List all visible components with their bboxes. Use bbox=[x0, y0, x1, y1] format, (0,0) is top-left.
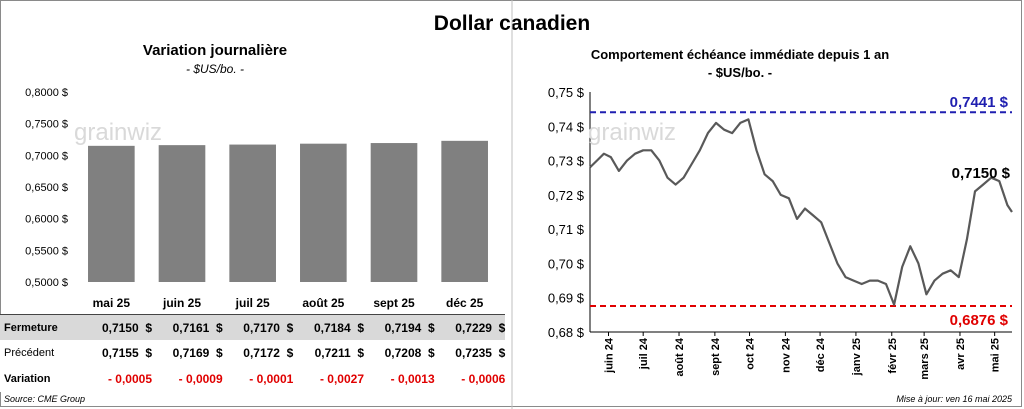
table-row: Fermeture 0,7150 $ 0,7161 $ 0,7170 $ 0,7184 … bbox=[0, 314, 505, 342]
left-watermark: grainwiz bbox=[74, 119, 162, 146]
table-cell: 0,7150 $ bbox=[101, 321, 152, 335]
table-row: Variation - 0,0005 - 0,0009 - 0,0001 - 0,002… bbox=[0, 366, 505, 392]
left-y-tick-label: 0,8000 $ bbox=[25, 87, 68, 99]
right-chart-subtitle: - $US/bo. - bbox=[707, 65, 773, 80]
last-value-label: 0,7150 $ bbox=[952, 165, 1011, 182]
right-y-tick-label: 0,74 $ bbox=[548, 119, 585, 134]
right-x-tick-label: févr 25 bbox=[887, 338, 899, 373]
left-x-tick-label: août 25 bbox=[302, 296, 344, 310]
right-y-tick-label: 0,71 $ bbox=[548, 222, 585, 237]
source-note: Source: CME Group bbox=[4, 394, 86, 404]
right-x-tick-label: avr 25 bbox=[955, 338, 967, 370]
left-y-tick-label: 0,7500 $ bbox=[25, 119, 68, 131]
left-chart-subtitle: - $US/bo. - bbox=[185, 62, 245, 76]
left-chart-title: Variation journalière bbox=[142, 42, 288, 59]
table-cell: 0,7194 $ bbox=[384, 321, 435, 335]
right-y-tick-label: 0,72 $ bbox=[548, 188, 585, 203]
left-x-tick-label: sept 25 bbox=[373, 296, 415, 310]
table-cell: - 0,0006 bbox=[461, 372, 506, 386]
left-x-tick-label: mai 25 bbox=[93, 296, 131, 310]
low-label: 0,6876 $ bbox=[950, 312, 1009, 329]
left-y-tick-label: 0,7000 $ bbox=[25, 150, 68, 162]
right-y-tick-label: 0,68 $ bbox=[548, 325, 585, 340]
left-x-tick-label: juil 25 bbox=[235, 296, 270, 310]
right-y-tick-label: 0,70 $ bbox=[548, 256, 585, 271]
table-cell: 0,7155 $ bbox=[101, 346, 152, 360]
right-x-tick-label: mai 25 bbox=[990, 338, 1002, 372]
left-y-tick-label: 0,6000 $ bbox=[25, 214, 68, 226]
table-cell: 0,7208 $ bbox=[384, 346, 435, 360]
table-cell: 0,7184 $ bbox=[313, 321, 364, 335]
bar bbox=[370, 143, 418, 282]
bar bbox=[229, 144, 276, 282]
table-cell: 0,7169 $ bbox=[172, 346, 223, 360]
right-watermark: grainwiz bbox=[588, 119, 676, 146]
table-cell: 0,7211 $ bbox=[314, 346, 364, 360]
right-x-tick-label: août 24 bbox=[674, 337, 686, 376]
row-label: Fermeture bbox=[4, 322, 58, 334]
right-x-tick-label: juin 24 bbox=[603, 337, 615, 374]
left-y-tick-label: 0,6500 $ bbox=[25, 182, 68, 194]
right-y-tick-label: 0,73 $ bbox=[548, 154, 585, 169]
table-cell: 0,7161 $ bbox=[172, 321, 223, 335]
table-cell: - 0,0005 bbox=[107, 372, 152, 386]
table-cell: 0,7235 $ bbox=[455, 346, 506, 360]
table-cell: 0,7170 $ bbox=[243, 321, 294, 335]
left-y-tick-label: 0,5500 $ bbox=[25, 245, 68, 257]
table-cell: - 0,0001 bbox=[249, 372, 294, 386]
table-cell: 0,7172 $ bbox=[243, 346, 294, 360]
right-x-tick-label: janv 25 bbox=[851, 338, 863, 376]
right-x-tick-label: oct 24 bbox=[745, 337, 757, 370]
right-x-tick-label: sept 24 bbox=[710, 337, 722, 376]
table-row: Précédent 0,7155 $ 0,7169 $ 0,7172 $ 0,7211 … bbox=[0, 340, 505, 366]
high-label: 0,7441 $ bbox=[950, 94, 1009, 111]
update-note: Mise à jour: ven 16 mai 2025 bbox=[896, 394, 1012, 404]
row-label: Variation bbox=[4, 373, 51, 385]
right-x-tick-label: juil 24 bbox=[638, 337, 650, 370]
right-x-tick-label: nov 24 bbox=[780, 337, 792, 373]
table-cell: - 0,0009 bbox=[178, 372, 223, 386]
bar bbox=[441, 140, 488, 282]
left-x-tick-label: juin 25 bbox=[162, 296, 201, 310]
table-cell: - 0,0027 bbox=[319, 372, 364, 386]
right-y-tick-label: 0,75 $ bbox=[548, 85, 585, 100]
left-y-tick-label: 0,5000 $ bbox=[25, 277, 68, 289]
left-x-tick-label: déc 25 bbox=[446, 296, 484, 310]
table-cell: 0,7229 $ bbox=[455, 321, 506, 335]
price-series-line bbox=[589, 118, 1013, 306]
table-cell: - 0,0013 bbox=[390, 372, 435, 386]
right-x-tick-label: mars 25 bbox=[919, 338, 931, 380]
bar bbox=[158, 145, 206, 282]
row-label: Précédent bbox=[4, 347, 55, 359]
right-y-tick-label: 0,69 $ bbox=[548, 291, 585, 306]
bar bbox=[88, 145, 135, 282]
bar bbox=[300, 143, 347, 282]
right-chart-title: Comportement échéance immédiate depuis 1… bbox=[590, 47, 890, 62]
right-x-tick-label: déc 24 bbox=[815, 337, 827, 372]
